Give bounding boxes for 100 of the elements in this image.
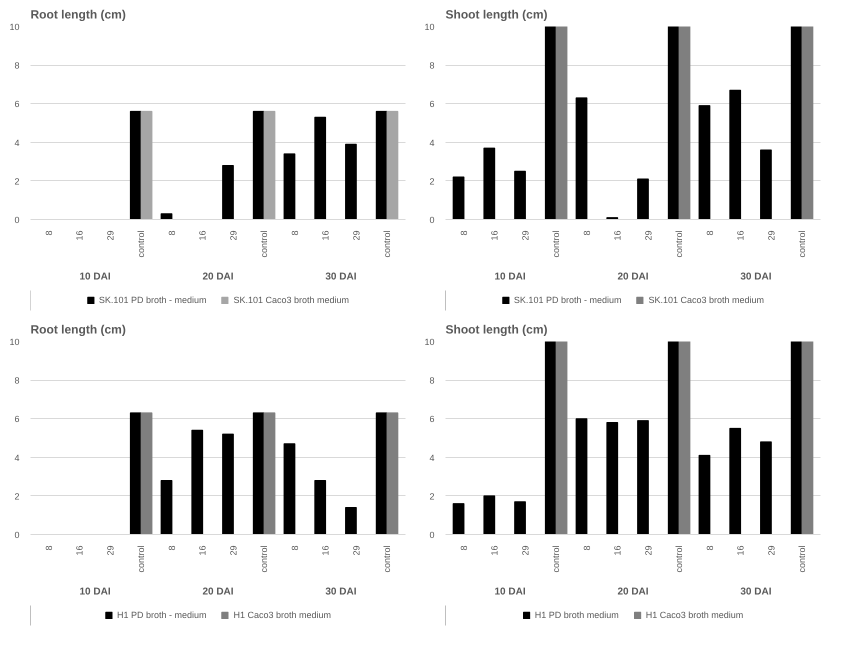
y-tick-label: 6 xyxy=(429,99,435,110)
x-tick-label: 29 xyxy=(643,230,654,241)
x-tick-label: 29 xyxy=(520,230,530,241)
y-tick-label: 10 xyxy=(9,22,20,32)
x-tick-label: control xyxy=(797,546,808,573)
x-tick-label: 8 xyxy=(704,545,715,551)
text: 20 DAI xyxy=(202,586,234,598)
bar xyxy=(729,90,742,220)
x-tick-label: 16 xyxy=(490,545,500,556)
y-tick-label: 8 xyxy=(14,376,20,386)
bar xyxy=(556,342,568,534)
bar xyxy=(314,116,326,220)
bar xyxy=(802,342,814,534)
chart-title: Shoot length (cm) xyxy=(446,322,548,336)
bar xyxy=(284,153,296,220)
x-tick-label: control xyxy=(551,230,562,258)
y-tick-label: 0 xyxy=(14,215,20,225)
x-tick-label: 29 xyxy=(228,545,238,556)
x-tick-label: control xyxy=(674,546,684,573)
x-tick-label: 29 xyxy=(105,230,116,241)
bar xyxy=(637,178,649,220)
y-tick-label: 2 xyxy=(14,176,20,186)
bar xyxy=(483,148,496,220)
x-tick-label: 8 xyxy=(704,230,715,236)
bar xyxy=(760,441,772,534)
y-tick-label: 8 xyxy=(14,60,20,71)
text: 30 DAI xyxy=(740,586,772,598)
bar xyxy=(637,420,649,534)
y-tick-label: 4 xyxy=(14,452,20,463)
bar xyxy=(222,434,234,534)
chart-title: Root length (cm) xyxy=(30,322,126,336)
text: 10 DAI xyxy=(494,272,526,282)
x-tick-label: 16 xyxy=(490,230,500,241)
x-tick-label: control xyxy=(259,546,270,573)
y-tick-label: 0 xyxy=(14,530,20,540)
y-tick-label: 4 xyxy=(429,138,435,148)
x-tick-label: 8 xyxy=(458,545,469,551)
x-tick-label: 29 xyxy=(520,545,530,556)
x-tick-label: 16 xyxy=(74,545,85,556)
x-tick-label: 16 xyxy=(74,230,85,241)
bar xyxy=(314,480,326,534)
chart-title: Root length (cm) xyxy=(30,8,126,22)
bar xyxy=(514,170,526,220)
legend-label: SK.101 PD broth - medium xyxy=(514,295,622,305)
bar xyxy=(678,342,690,534)
x-tick-label: 16 xyxy=(612,230,623,241)
x-tick-label: control xyxy=(136,546,146,573)
bar xyxy=(222,164,234,220)
text: 30 DAI xyxy=(325,272,357,282)
bar xyxy=(452,503,464,534)
text: 10 DAI xyxy=(79,272,111,282)
x-tick-label: 16 xyxy=(198,230,208,241)
x-tick-label: 8 xyxy=(582,230,592,236)
bar xyxy=(698,454,710,534)
text: 30 DAI xyxy=(740,272,772,282)
x-tick-label: 29 xyxy=(105,545,116,556)
x-tick-label: 8 xyxy=(44,545,54,551)
bar xyxy=(160,213,172,220)
x-tick-label: 29 xyxy=(766,230,776,241)
x-tick-label: 16 xyxy=(612,545,623,556)
bar xyxy=(556,26,568,220)
bar xyxy=(802,26,814,220)
x-tick-label: 8 xyxy=(166,545,177,551)
y-tick-label: 6 xyxy=(429,414,435,424)
x-tick-label: 29 xyxy=(228,230,238,241)
text: 30 DAI xyxy=(325,586,357,598)
y-tick-label: 8 xyxy=(429,60,435,71)
bar xyxy=(386,412,398,534)
bar xyxy=(678,26,690,220)
x-tick-label: 8 xyxy=(458,230,469,236)
x-tick-label: 16 xyxy=(736,545,746,556)
x-tick-label: 8 xyxy=(290,230,300,236)
x-tick-label: control xyxy=(797,230,808,258)
x-tick-label: control xyxy=(674,230,684,258)
y-tick-label: 6 xyxy=(14,414,20,424)
text: 20 DAI xyxy=(617,272,649,282)
bar xyxy=(514,501,526,534)
legend-label: H1 PD broth medium xyxy=(534,610,619,620)
legend-label: SK.101 Caco3 broth medium xyxy=(648,295,764,305)
x-tick-label: 29 xyxy=(643,545,654,556)
bar xyxy=(483,495,496,534)
x-tick-label: 29 xyxy=(766,545,776,556)
y-tick-label: 10 xyxy=(9,337,20,347)
y-tick-label: 6 xyxy=(14,99,20,110)
x-tick-label: 8 xyxy=(44,230,54,236)
legend-label: SK.101 PD broth - medium xyxy=(98,295,206,305)
bar xyxy=(345,506,357,534)
bar xyxy=(345,144,357,220)
x-tick-label: control xyxy=(551,546,562,573)
bar xyxy=(140,110,152,220)
x-tick-label: 16 xyxy=(736,230,746,241)
legend-label: H1 Caco3 broth medium xyxy=(233,610,332,620)
x-tick-label: 8 xyxy=(290,545,300,551)
y-tick-label: 10 xyxy=(424,22,435,32)
legend-label: SK.101 Caco3 broth medium xyxy=(233,295,350,305)
y-tick-label: 0 xyxy=(429,215,435,225)
bar xyxy=(698,105,710,220)
y-tick-label: 10 xyxy=(424,337,435,347)
y-tick-label: 4 xyxy=(14,138,20,148)
bar xyxy=(264,412,276,534)
